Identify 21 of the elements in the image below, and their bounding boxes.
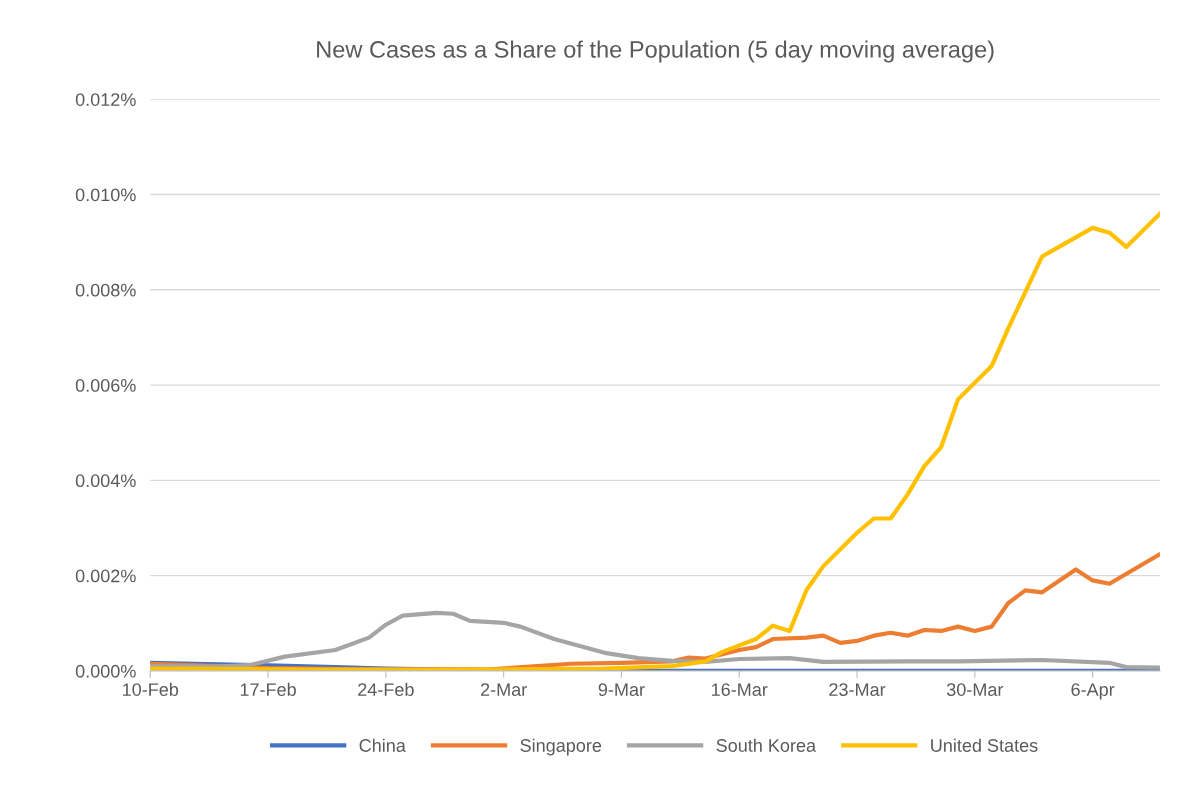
y-tick-label: 0.000%: [75, 664, 136, 678]
x-tick-label: 17-Feb: [240, 682, 296, 696]
x-tick-label: 16-Mar: [712, 683, 768, 696]
x-tick-label: 10-Feb: [123, 682, 179, 696]
y-tick-label: 0.004%: [75, 474, 136, 488]
y-tick-label: 0.002%: [75, 569, 136, 583]
legend-label: United States: [931, 738, 1038, 752]
x-tick-label: 24-Feb: [358, 682, 414, 696]
y-tick-label: 0.010%: [75, 188, 136, 202]
x-tick-label: 30-Mar: [946, 683, 1004, 696]
chart-title: New Cases as a Share of the Population (5 day moving average): [317, 40, 994, 63]
y-tick-label: 0.006%: [75, 379, 136, 392]
legend-label: Singapore: [520, 738, 602, 756]
x-tick-label: 6-Apr: [1071, 683, 1115, 700]
x-tick-label: 2-Mar: [480, 683, 527, 696]
legend-label: South Korea: [716, 738, 817, 752]
legend-label: China: [359, 738, 406, 752]
y-tick-label: 0.008%: [75, 283, 136, 297]
x-tick-label: 23-Mar: [829, 683, 886, 696]
x-tick-label: 9-Mar: [598, 683, 645, 696]
y-tick-label: 0.012%: [75, 93, 136, 106]
